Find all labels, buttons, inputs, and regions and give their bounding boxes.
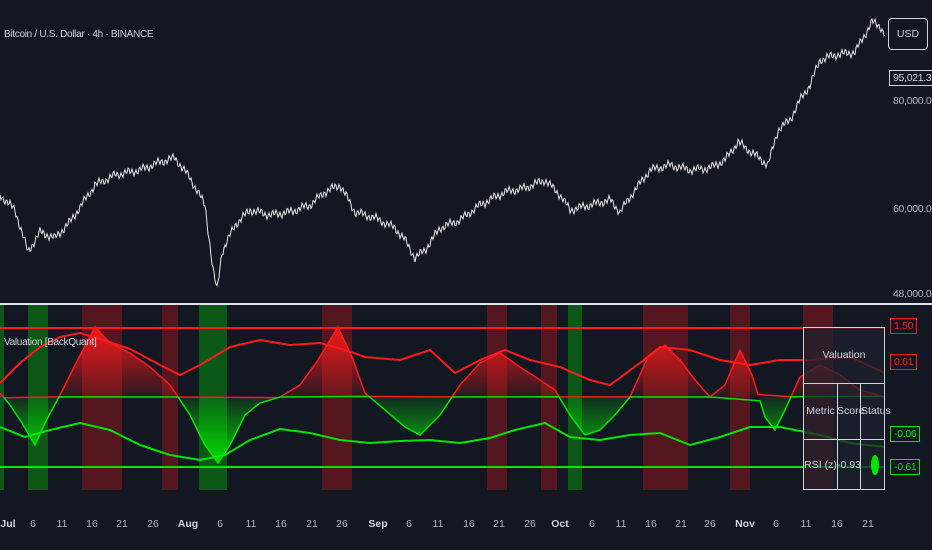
time-axis-label: 21 <box>306 518 318 530</box>
current-price-tag: 95,021.35 <box>889 70 932 86</box>
price-scale-label-hidden: 80,000.00 <box>893 95 932 107</box>
time-axis-label: 21 <box>493 518 505 530</box>
price-scale-label: 60,000.00 <box>893 203 932 215</box>
time-axis-label: 26 <box>704 518 716 530</box>
price-series <box>0 17 885 287</box>
valuation-line-over <box>0 325 885 399</box>
price-chart[interactable] <box>0 0 885 303</box>
time-axis-label: 11 <box>245 518 257 530</box>
time-axis-label: Oct <box>551 518 569 530</box>
time-axis-label: 6 <box>217 518 223 530</box>
time-axis-label: 11 <box>432 518 444 530</box>
time-axis-label: Sep <box>368 518 388 530</box>
table-cell-score: -0.93 <box>837 459 861 471</box>
time-axis-label: 21 <box>675 518 687 530</box>
price-scale-label: 48,000.00 <box>893 288 932 300</box>
indicator-title[interactable]: Valuation [BackQuant] <box>4 337 97 348</box>
time-axis-label: 11 <box>56 518 68 530</box>
time-axis-label: 16 <box>831 518 843 530</box>
time-axis-label: 6 <box>406 518 412 530</box>
time-axis-label: 6 <box>773 518 779 530</box>
column-divider <box>860 384 861 490</box>
table-title: Valuation <box>804 328 884 384</box>
scale-tag: 0.61 <box>890 354 918 370</box>
time-axis-label: Aug <box>177 518 199 530</box>
time-axis-label: Jul <box>0 518 16 530</box>
valuation-indicator-chart[interactable] <box>0 305 885 510</box>
overvalued-band <box>541 305 557 490</box>
time-axis-label: 26 <box>524 518 536 530</box>
column-header-score: Score <box>837 384 864 440</box>
column-header-metric: Metric <box>804 384 837 440</box>
status-dot-icon <box>871 455 879 475</box>
upper-band-line <box>0 331 885 387</box>
time-axis-label: 16 <box>463 518 475 530</box>
time-axis-label: 16 <box>275 518 287 530</box>
time-axis-label: 26 <box>336 518 348 530</box>
undervalued-fill <box>0 397 885 463</box>
column-header-status: Status <box>861 384 891 440</box>
time-axis-label: Nov <box>735 518 755 530</box>
scale-tag: -0.06 <box>890 426 921 442</box>
lower-band-line <box>0 421 885 462</box>
time-axis-label: 16 <box>86 518 98 530</box>
valuation-table: Valuation Metric Score Status RSI (z) -0… <box>803 327 891 490</box>
time-axis-label: 11 <box>615 518 627 530</box>
column-divider <box>837 384 838 490</box>
scale-tag: 1.50 <box>890 318 918 334</box>
undervalued-band <box>0 305 4 490</box>
overvalued-band <box>730 305 750 490</box>
time-axis-label: 11 <box>800 518 812 530</box>
overvalued-fill <box>0 327 885 397</box>
symbol-title: Bitcoin / U.S. Dollar · 4h · BINANCE <box>4 29 154 40</box>
pane-divider[interactable] <box>0 303 932 305</box>
time-axis-label: 21 <box>862 518 874 530</box>
scale-tag: -0.61 <box>890 459 921 475</box>
valuation-line-under <box>3 395 885 465</box>
time-axis-label: 26 <box>147 518 159 530</box>
currency-button[interactable]: USD <box>888 18 928 50</box>
table-cell-metric: RSI (z) <box>804 459 837 471</box>
indicator-scale[interactable] <box>885 305 932 510</box>
time-axis-label: 16 <box>645 518 657 530</box>
time-axis-label: 21 <box>116 518 128 530</box>
price-scale[interactable] <box>885 0 932 303</box>
time-axis-label: 6 <box>30 518 36 530</box>
time-axis-label: 6 <box>589 518 595 530</box>
